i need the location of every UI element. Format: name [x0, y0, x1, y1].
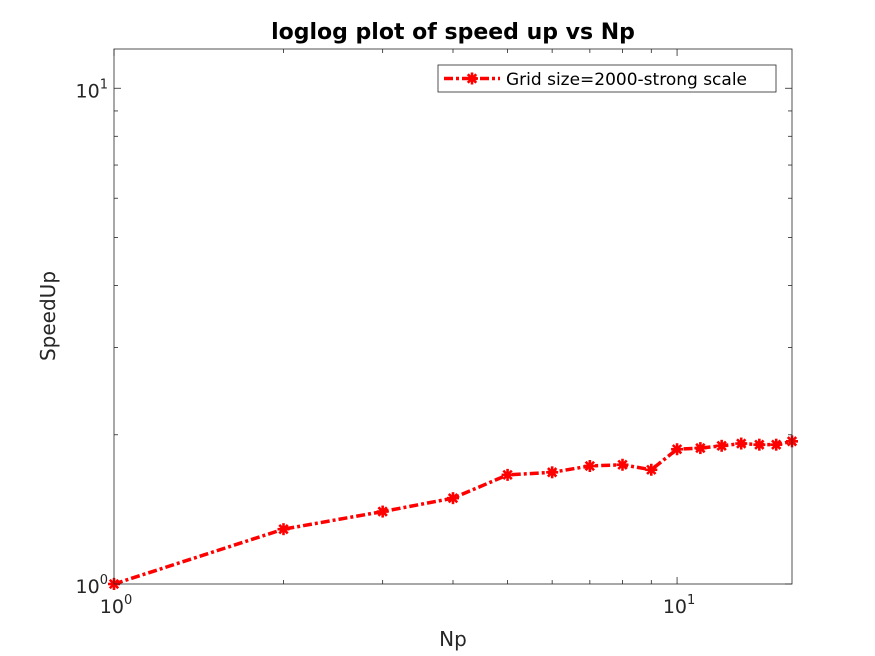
- y-tick-label-1: 101: [76, 77, 108, 102]
- y-axis-label: SpeedUp: [36, 271, 60, 361]
- data-point-marker: [645, 463, 658, 476]
- legend-label: Grid size=2000-strong scale: [506, 70, 747, 90]
- data-point-marker: [694, 442, 707, 455]
- data-point-marker: [735, 437, 748, 450]
- data-point-marker: [770, 438, 783, 451]
- data-point-marker: [447, 492, 459, 505]
- data-point-marker: [277, 523, 290, 536]
- data-point-marker: [753, 438, 766, 451]
- legend: Grid size=2000-strong scale: [437, 64, 777, 93]
- series-layer: [108, 435, 798, 590]
- chart-title: loglog plot of speed up vs Np: [271, 20, 635, 45]
- x-tick-label-0: 100: [100, 593, 132, 618]
- data-point-marker: [671, 443, 684, 456]
- tick-labels: 100 101 100 101: [76, 77, 696, 618]
- legend-marker: [466, 72, 478, 85]
- data-point-marker: [501, 468, 514, 481]
- x-axis-label: Np: [439, 627, 467, 651]
- data-point-marker: [715, 439, 728, 452]
- x-tick-label-1: 101: [663, 593, 695, 618]
- plot-box: [113, 48, 793, 585]
- data-point-marker: [583, 459, 596, 472]
- series-line: [113, 439, 793, 586]
- data-point-marker: [616, 458, 629, 471]
- y-tick-label-0: 100: [76, 573, 108, 598]
- data-point-marker: [546, 466, 559, 479]
- tick-marks: [113, 49, 792, 585]
- data-point-marker: [376, 505, 389, 518]
- legend-marker-symbol: [466, 72, 478, 85]
